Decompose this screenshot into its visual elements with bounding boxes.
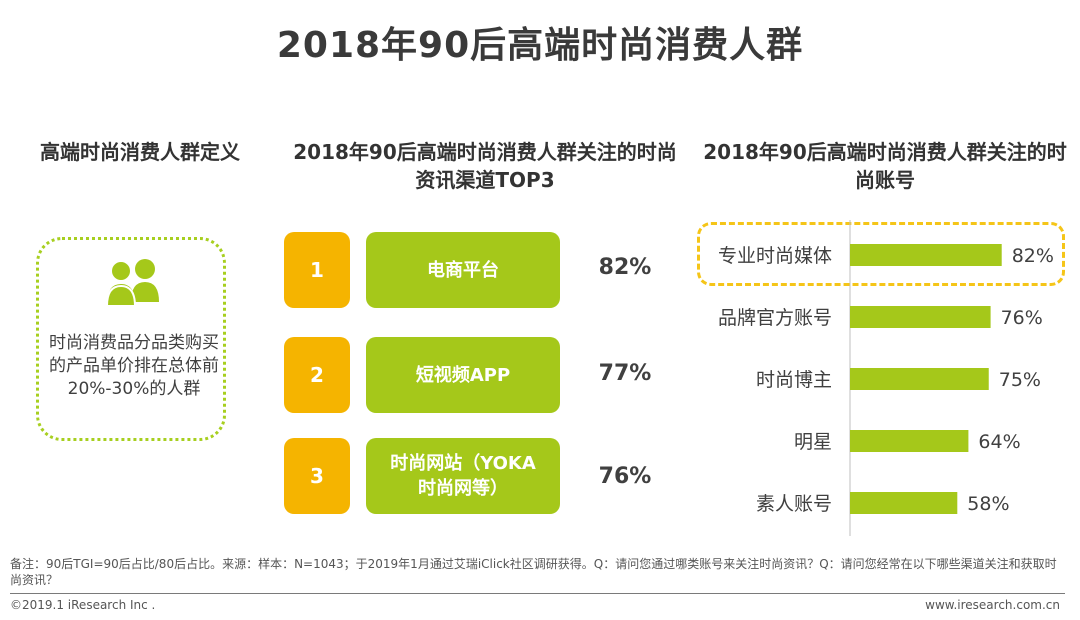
category-label: 专业时尚媒体 [718,245,832,267]
channels-heading: 2018年90后高端时尚消费人群关注的时尚资讯渠道TOP3 [293,140,677,192]
value-label: 64% [978,431,1020,453]
highlight-box [697,222,1065,286]
chart-title: 2018年90后高端时尚消费人群关注的时尚账号 [703,140,1067,192]
definition-text: 时尚消费品分品类购买的产品单价排在总体前20%-30%的人群 [49,333,219,399]
value-label: 58% [967,493,1009,515]
bar [850,368,989,390]
value-label: 75% [999,369,1041,391]
bar [850,430,969,452]
rank-badge: 3 [284,438,350,514]
bar [850,244,1002,266]
website-link[interactable]: www.iresearch.com.cn [925,598,1060,612]
category-label: 品牌官方账号 [718,307,832,329]
category-label: 明星 [794,431,832,453]
value-label: 82% [1012,245,1054,267]
bar [850,306,991,328]
definition-box: 时尚消费品分品类购买的产品单价排在总体前20%-30%的人群 [36,237,226,441]
rank-badge: 1 [284,232,350,308]
bar [850,492,958,514]
footer-divider [10,593,1065,594]
footnote: 备注：90后TGI=90后占比/80后占比。来源：样本：N=1043；于2019… [10,557,1057,587]
channel-percent: 76% [598,464,652,489]
copyright: ©2019.1 iResearch Inc . [10,598,156,612]
page-title: 2018年90后高端时尚消费人群 [276,25,804,66]
value-label: 76% [1001,307,1043,329]
rank-badge: 2 [284,337,350,413]
definition-heading: 高端时尚消费人群定义 [40,140,240,164]
category-label: 素人账号 [756,493,832,515]
channel-item: 时尚网站（YOKA时尚网等） [366,438,560,514]
channel-item: 短视频APP [366,337,560,413]
channel-percent: 82% [598,255,652,280]
accounts-bar-chart: 专业时尚媒体 82% 品牌官方账号 76% 时尚博主 75% 明星 64% 素人账号 58% [718,220,1054,536]
people-icon [105,259,159,307]
category-label: 时尚博主 [756,369,832,391]
channel-percent: 77% [598,361,652,386]
channel-item: 电商平台 [366,232,560,308]
